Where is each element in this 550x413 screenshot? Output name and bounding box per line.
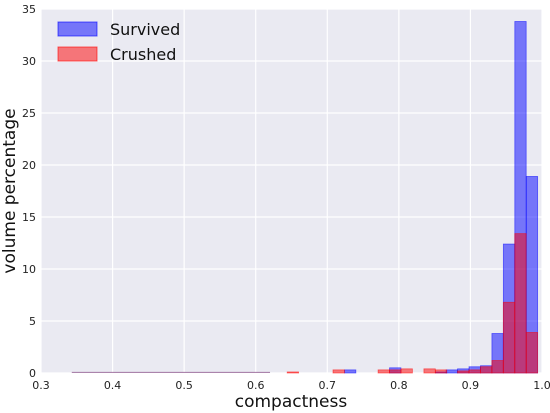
histogram-bar-crushed bbox=[332, 369, 345, 374]
grid-lines bbox=[40, 8, 543, 374]
y-tick-label: 30 bbox=[22, 55, 36, 68]
histogram-bars bbox=[71, 21, 539, 374]
y-tick-label: 15 bbox=[22, 211, 36, 224]
histogram-bar-crushed bbox=[514, 233, 527, 374]
y-tick-label: 35 bbox=[22, 3, 36, 16]
histogram-bar-crushed bbox=[480, 366, 493, 374]
y-tick-label: 0 bbox=[29, 367, 36, 380]
x-tick-label: 0.5 bbox=[175, 379, 193, 392]
x-tick-label: 0.9 bbox=[462, 379, 480, 392]
histogram-bar-crushed bbox=[400, 368, 413, 374]
histogram-bar-crushed bbox=[502, 301, 516, 374]
y-tick-label: 10 bbox=[22, 263, 36, 276]
legend-label-crushed: Crushed bbox=[110, 45, 176, 64]
y-axis-label: volume percentage bbox=[0, 108, 20, 273]
y-tick-label: 25 bbox=[22, 107, 36, 120]
histogram-bar-survived bbox=[445, 369, 458, 374]
y-tick-labels: 0 5 10 15 20 25 30 35 bbox=[22, 3, 36, 380]
histogram-bar-crushed bbox=[468, 369, 481, 374]
histogram-bar-crushed bbox=[525, 332, 539, 374]
legend: Survived Crushed bbox=[57, 20, 180, 64]
x-tick-label: 0.4 bbox=[104, 379, 122, 392]
x-tick-label: 1.0 bbox=[533, 379, 550, 392]
y-tick-label: 5 bbox=[29, 315, 36, 328]
histogram-bar-crushed bbox=[286, 371, 299, 374]
x-tick-label: 0.6 bbox=[247, 379, 265, 392]
x-tick-label: 0.3 bbox=[32, 379, 50, 392]
legend-label-survived: Survived bbox=[110, 20, 180, 39]
histogram-bar-crushed bbox=[434, 369, 448, 374]
x-tick-label: 0.7 bbox=[319, 379, 337, 392]
histogram-bar-crushed bbox=[457, 370, 470, 374]
legend-swatch-crushed bbox=[57, 46, 98, 62]
histogram-bar-crushed bbox=[377, 369, 390, 374]
legend-swatch-survived bbox=[57, 21, 98, 37]
plot-background bbox=[41, 9, 542, 373]
y-tick-label: 20 bbox=[22, 159, 36, 172]
x-tick-label: 0.8 bbox=[390, 379, 408, 392]
histogram-bar-crushed bbox=[491, 360, 504, 374]
histogram-bar-survived bbox=[344, 369, 357, 374]
histogram-bar-crushed bbox=[423, 368, 436, 374]
x-axis-label: compactness bbox=[235, 392, 348, 412]
histogram-bar-crushed bbox=[389, 369, 402, 374]
x-tick-labels: 0.3 0.4 0.5 0.6 0.7 0.8 0.9 1.0 bbox=[32, 379, 550, 392]
